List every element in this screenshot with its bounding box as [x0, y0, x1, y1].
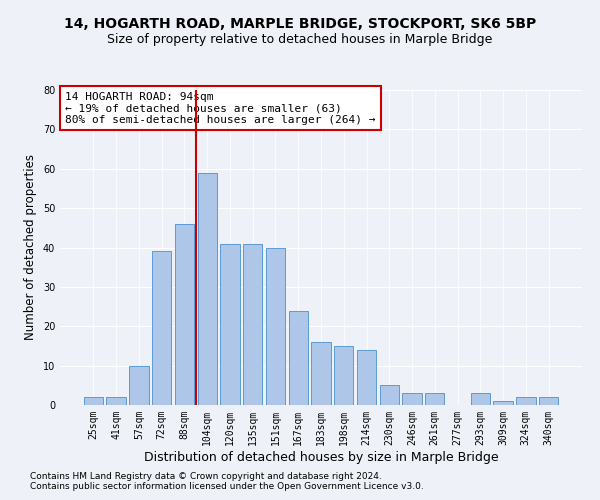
Bar	[129, 366, 149, 405]
Bar	[516, 397, 536, 405]
X-axis label: Distribution of detached houses by size in Marple Bridge: Distribution of detached houses by size …	[143, 450, 499, 464]
Bar	[539, 397, 558, 405]
Bar	[220, 244, 239, 405]
Bar	[197, 172, 217, 405]
Bar	[380, 386, 399, 405]
Bar	[403, 393, 422, 405]
Text: 14 HOGARTH ROAD: 94sqm
← 19% of detached houses are smaller (63)
80% of semi-det: 14 HOGARTH ROAD: 94sqm ← 19% of detached…	[65, 92, 376, 125]
Bar	[243, 244, 262, 405]
Text: Contains HM Land Registry data © Crown copyright and database right 2024.: Contains HM Land Registry data © Crown c…	[30, 472, 382, 481]
Y-axis label: Number of detached properties: Number of detached properties	[24, 154, 37, 340]
Bar	[266, 248, 285, 405]
Bar	[84, 397, 103, 405]
Text: Contains public sector information licensed under the Open Government Licence v3: Contains public sector information licen…	[30, 482, 424, 491]
Text: 14, HOGARTH ROAD, MARPLE BRIDGE, STOCKPORT, SK6 5BP: 14, HOGARTH ROAD, MARPLE BRIDGE, STOCKPO…	[64, 18, 536, 32]
Bar	[334, 346, 353, 405]
Bar	[289, 310, 308, 405]
Bar	[311, 342, 331, 405]
Bar	[152, 252, 172, 405]
Bar	[106, 397, 126, 405]
Bar	[470, 393, 490, 405]
Bar	[357, 350, 376, 405]
Bar	[493, 401, 513, 405]
Text: Size of property relative to detached houses in Marple Bridge: Size of property relative to detached ho…	[107, 34, 493, 46]
Bar	[425, 393, 445, 405]
Bar	[175, 224, 194, 405]
